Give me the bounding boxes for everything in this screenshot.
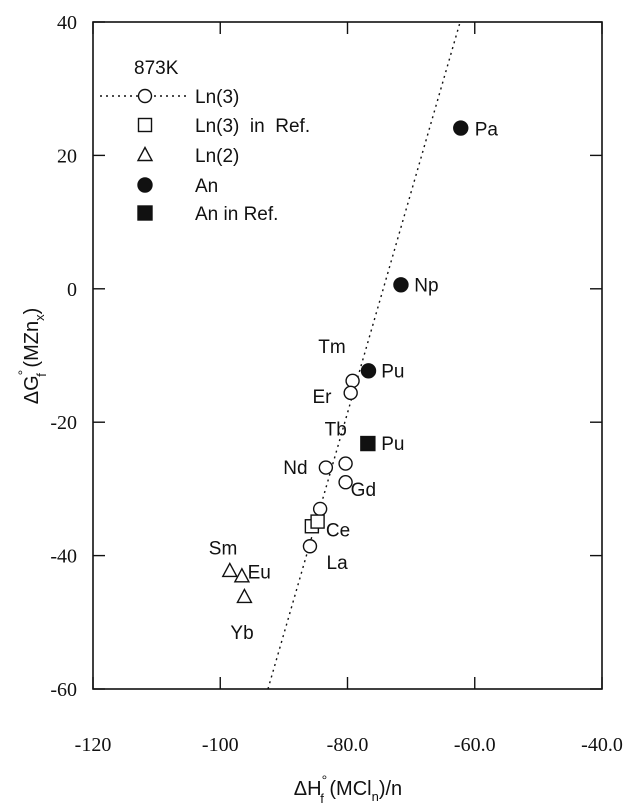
point-label: Ce bbox=[326, 520, 350, 541]
y-tick-label: -40 bbox=[50, 546, 77, 568]
x-tick-label: -60.0 bbox=[454, 734, 496, 756]
x-axis-title-sub2: n bbox=[372, 789, 379, 804]
axis-titles: ΔH° f (MCln)/nΔG° f (MZnx) bbox=[15, 308, 402, 806]
legend-label: Ln(3) bbox=[195, 87, 239, 108]
legend-marker-open-circle bbox=[137, 88, 153, 104]
x-axis-title-rest: (MCl bbox=[324, 778, 372, 800]
data-point-open-triangle bbox=[233, 567, 251, 583]
data-point-filled-circle bbox=[393, 277, 409, 293]
data-marks bbox=[221, 120, 469, 604]
x-tick-label: -100 bbox=[202, 734, 239, 756]
legend: 873K Ln(3) Ln(3) in Ref. Ln(2) An An in Ref. bbox=[100, 58, 310, 225]
point-label: Pu bbox=[381, 434, 404, 455]
x-axis-title-sup: ° bbox=[322, 772, 328, 788]
point-label: Er bbox=[313, 387, 333, 408]
data-point-open-square bbox=[310, 514, 325, 529]
data-point-open-circle bbox=[302, 539, 318, 554]
x-axis-title-tail: )/n bbox=[379, 778, 402, 800]
x-axis-title-main: ΔH bbox=[294, 778, 322, 800]
point-label: Np bbox=[414, 275, 438, 296]
point-label: Pu bbox=[381, 362, 404, 383]
data-point-open-circle bbox=[338, 456, 353, 471]
y-axis-title-rest: (MZn bbox=[21, 321, 43, 373]
y-tick-label: -60 bbox=[50, 679, 77, 701]
x-axis-title: ΔH° f (MCln)/n bbox=[294, 772, 402, 806]
y-axis-title-sup: ° bbox=[15, 370, 31, 376]
data-point-open-triangle bbox=[236, 587, 253, 604]
point-label: Gd bbox=[351, 480, 376, 501]
point-label: Tm bbox=[318, 337, 345, 358]
y-axis-title-sub: f bbox=[34, 373, 49, 377]
x-axis-title-sub: f bbox=[320, 791, 324, 806]
legend-marker-filled-circle bbox=[137, 177, 153, 193]
legend-title: 873K bbox=[134, 58, 179, 79]
point-label: Pa bbox=[475, 119, 499, 140]
y-axis-title-main: ΔG bbox=[21, 375, 43, 404]
point-label: Nd bbox=[283, 458, 307, 479]
point-label: Eu bbox=[248, 562, 271, 583]
data-point-filled-square bbox=[360, 435, 376, 452]
y-tick-label: -20 bbox=[50, 412, 77, 434]
data-point-open-circle bbox=[345, 373, 360, 389]
fit-line bbox=[267, 21, 461, 690]
y-tick-label: 0 bbox=[67, 279, 77, 301]
y-tick-label: 20 bbox=[57, 145, 77, 167]
data-point-open-circle bbox=[312, 501, 328, 517]
point-label: Tb bbox=[325, 420, 347, 441]
y-tick-label: 40 bbox=[57, 12, 77, 34]
plot-frame bbox=[92, 21, 603, 690]
legend-marker-filled-square bbox=[137, 205, 153, 221]
data-point-open-triangle bbox=[221, 561, 238, 578]
y-axis-title-tail: ) bbox=[21, 308, 43, 315]
legend-label: Ln(3) in Ref. bbox=[195, 116, 310, 137]
point-label: La bbox=[327, 553, 349, 574]
point-label: Sm bbox=[209, 538, 238, 559]
data-point-filled-circle bbox=[360, 363, 377, 379]
point-label: Yb bbox=[230, 623, 253, 644]
data-point-open-circle bbox=[318, 460, 334, 475]
fit-line-group bbox=[267, 21, 461, 690]
axes: -120 -100 -80.0 -60.0 -40.0 -60 -40 -20 0 20 40 bbox=[50, 12, 623, 756]
x-tick-label: -40.0 bbox=[581, 734, 623, 756]
x-tick-label: -80.0 bbox=[327, 734, 369, 756]
x-tick-label: -120 bbox=[75, 734, 112, 756]
data-point-open-circle bbox=[343, 385, 358, 401]
legend-marker-open-square bbox=[137, 117, 153, 133]
data-point-open-circle bbox=[338, 475, 353, 490]
legend-label: An bbox=[195, 176, 218, 197]
legend-label: An in Ref. bbox=[195, 204, 278, 225]
y-axis-title-sub2: x bbox=[32, 314, 47, 321]
y-axis-title: ΔG° f (MZnx) bbox=[15, 308, 49, 405]
legend-marker-open-triangle bbox=[136, 146, 154, 162]
legend-label: Ln(2) bbox=[195, 146, 239, 167]
data-point-filled-circle bbox=[453, 120, 469, 136]
